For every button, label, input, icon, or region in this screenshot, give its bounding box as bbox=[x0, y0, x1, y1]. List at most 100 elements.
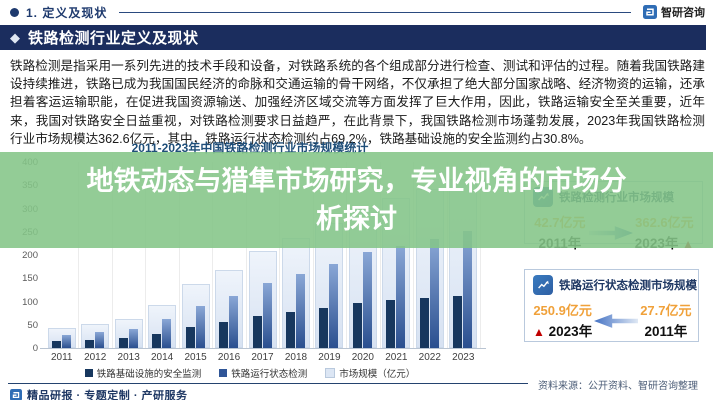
gridline bbox=[145, 162, 147, 348]
footer-brand: 精品研报 · 专题定制 · 产研服务 bbox=[10, 387, 188, 400]
x-axis-label: 2016 bbox=[217, 352, 241, 363]
bar-infrastructure bbox=[51, 341, 61, 348]
bar-infrastructure bbox=[152, 333, 162, 348]
bar-infrastructure bbox=[352, 303, 362, 348]
bullet-icon bbox=[10, 7, 19, 17]
bar-infrastructure bbox=[252, 315, 262, 348]
legend-item: 铁路运行状态检测 bbox=[219, 366, 307, 380]
y-axis-tick-label: 200 bbox=[22, 250, 38, 261]
bar-running-state bbox=[396, 246, 406, 348]
stat-right: 27.7亿元 2011年 bbox=[640, 300, 691, 341]
bar-running-state bbox=[162, 319, 172, 348]
gridline bbox=[178, 162, 180, 348]
gridline bbox=[111, 162, 113, 348]
bar-running-state bbox=[95, 332, 105, 348]
bar-running-state bbox=[195, 305, 205, 348]
title-overlay: 地铁动态与猎隼市场研究，专业视角的市场分析探讨 bbox=[0, 152, 713, 248]
zhiyan-logo-icon bbox=[643, 5, 657, 19]
legend-label: 市场规模（亿元） bbox=[339, 369, 416, 380]
bar-infrastructure bbox=[85, 339, 95, 348]
up-arrow-icon: ▲ bbox=[533, 325, 545, 339]
card-header: 铁路运行状态检测市场规模 bbox=[533, 275, 697, 295]
legend-label: 铁路基础设施的安全监测 bbox=[96, 369, 202, 380]
bar-running-state bbox=[362, 252, 372, 348]
stat-left: 250.9亿元 ▲ 2023年 bbox=[533, 300, 592, 341]
stat-value: 250.9亿元 bbox=[533, 303, 592, 318]
banner-title: 铁路检测行业定义及现状 bbox=[28, 30, 199, 47]
legend-label: 铁路运行状态检测 bbox=[231, 369, 308, 380]
gridline bbox=[212, 162, 214, 348]
overlay-title: 地铁动态与猎隼市场研究，专业视角的市场分析探讨 bbox=[86, 166, 627, 234]
chart-legend: 铁路基础设施的安全监测 铁路运行状态检测 市场规模（亿元） bbox=[0, 366, 500, 380]
stat-year: ▲ 2023年 bbox=[533, 324, 593, 339]
gridline bbox=[279, 162, 281, 348]
stat-value: 27.7亿元 bbox=[640, 303, 692, 318]
gridline bbox=[78, 162, 80, 348]
header-divider-line bbox=[119, 11, 631, 13]
brand-name: 智研咨询 bbox=[661, 7, 705, 19]
gridline bbox=[312, 162, 314, 348]
bar-running-state bbox=[128, 328, 138, 348]
top-header-row: 1. 定义及现状 智研咨询 bbox=[10, 3, 705, 21]
section-label: 1. 定义及现状 bbox=[26, 5, 108, 20]
bar-infrastructure bbox=[453, 296, 463, 348]
card-title: 铁路运行状态检测市场规模 bbox=[559, 280, 697, 292]
body-paragraph: 铁路检测是指采用一系列先进的技术手段和设备，对铁路系统的各个组成部分进行检查、测… bbox=[10, 59, 705, 146]
legend-item: 铁路基础设施的安全监测 bbox=[84, 366, 202, 380]
x-axis-label: 2011 bbox=[50, 352, 73, 363]
x-axis-line bbox=[40, 348, 486, 349]
chart-title: 2011-2023年中国铁路检测行业市场规模统计 bbox=[131, 141, 369, 155]
x-axis-label: 2013 bbox=[117, 352, 140, 363]
section-banner: ◆ 铁路检测行业定义及现状 bbox=[0, 25, 706, 50]
legend-item: 市场规模（亿元） bbox=[325, 366, 415, 380]
bar-infrastructure bbox=[386, 300, 396, 348]
stat-year: 2011年 bbox=[644, 324, 688, 339]
card-body: 250.9亿元 ▲ 2023年 27.7亿元 2011年 bbox=[533, 300, 692, 341]
bar-running-state bbox=[229, 295, 239, 348]
bar-infrastructure bbox=[118, 338, 128, 348]
gridline bbox=[245, 162, 247, 348]
bar-infrastructure bbox=[185, 326, 195, 348]
bar-infrastructure bbox=[419, 298, 429, 348]
x-axis-label: 2015 bbox=[184, 352, 207, 363]
source-note: 资料来源：公开资料、智研咨询整理 bbox=[538, 381, 698, 392]
diamond-icon: ◆ bbox=[10, 29, 20, 45]
footer-brand-line: 精品研报 · 专题定制 · 产研服务 bbox=[27, 390, 188, 400]
x-axis-label: 2020 bbox=[351, 352, 374, 363]
legend-swatch bbox=[84, 369, 93, 377]
footer-divider-line bbox=[8, 383, 528, 384]
legend-swatch bbox=[325, 368, 336, 378]
x-axis-label: 2019 bbox=[318, 352, 341, 363]
y-axis-tick-label: 100 bbox=[22, 296, 38, 308]
x-axis-label: 2014 bbox=[150, 352, 174, 363]
bar-running-state bbox=[61, 335, 71, 348]
trend-chart-icon bbox=[533, 275, 553, 295]
x-axis-label: 2017 bbox=[251, 352, 274, 363]
bar-infrastructure bbox=[219, 321, 229, 348]
gridline bbox=[413, 162, 415, 348]
stat-card-running-state: 铁路运行状态检测市场规模 250.9亿元 ▲ 2023年 27.7亿元 2011… bbox=[524, 269, 699, 342]
x-axis-label: 2021 bbox=[385, 352, 408, 363]
x-axis-label: 2022 bbox=[418, 352, 441, 363]
x-axis-label: 2012 bbox=[84, 352, 107, 363]
bar-running-state bbox=[429, 239, 439, 348]
y-axis-tick-label: 50 bbox=[27, 319, 38, 331]
bar-running-state bbox=[329, 263, 339, 348]
brand-logo: 智研咨询 bbox=[643, 4, 705, 20]
legend-swatch bbox=[219, 369, 228, 377]
bar-running-state bbox=[463, 231, 473, 348]
bar-infrastructure bbox=[285, 311, 295, 348]
bar-running-state bbox=[262, 283, 272, 348]
y-axis-tick-label: 0 bbox=[32, 343, 38, 354]
x-axis-label: 2018 bbox=[284, 352, 308, 363]
bar-running-state bbox=[295, 274, 305, 348]
x-axis-label: 2023 bbox=[452, 352, 475, 363]
gridline bbox=[379, 162, 381, 348]
y-axis-tick-label: 150 bbox=[22, 273, 38, 285]
gridline bbox=[446, 162, 448, 348]
gridline bbox=[480, 162, 481, 348]
bar-infrastructure bbox=[319, 307, 329, 348]
gridline bbox=[346, 162, 348, 348]
zhiyan-logo-icon bbox=[10, 389, 22, 400]
